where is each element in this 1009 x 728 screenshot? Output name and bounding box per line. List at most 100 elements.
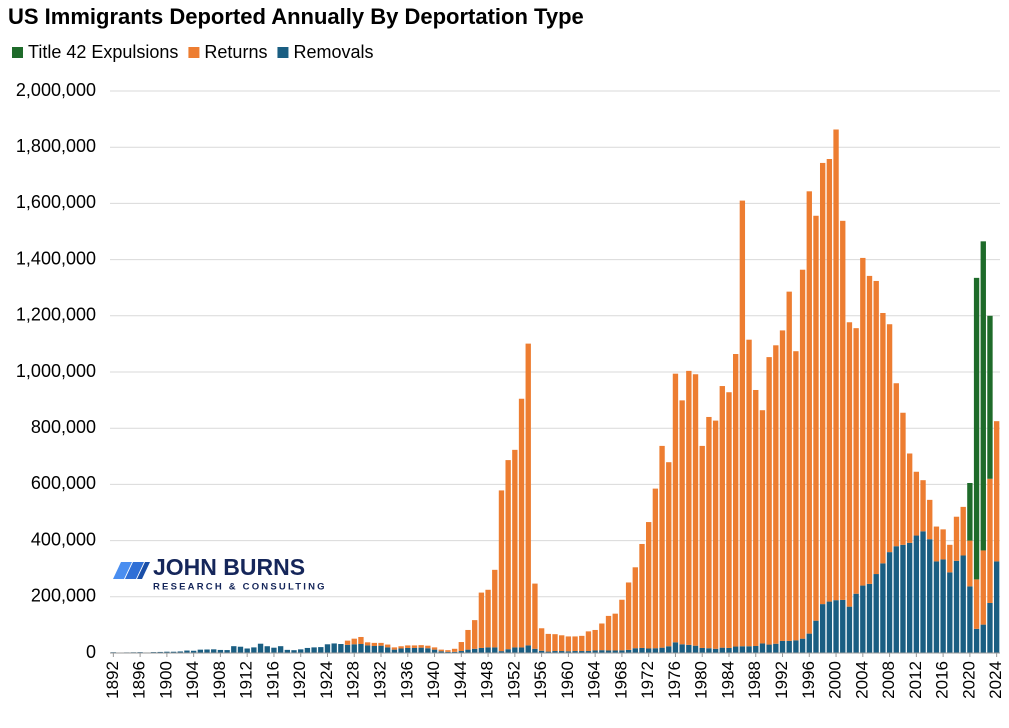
x-tick-label: 2024: [986, 661, 1005, 699]
bar-segment: [431, 647, 438, 650]
bar-segment: [773, 643, 779, 653]
bar-segment: [585, 651, 592, 653]
bar-segment: [559, 635, 565, 652]
bar-segment: [980, 241, 986, 551]
bar-segment: [532, 648, 538, 653]
bar-segment: [458, 642, 464, 652]
bar-segment: [632, 648, 638, 653]
bar-segment: [625, 649, 632, 653]
logo: JOHN BURNS RESEARCH & CONSULTING: [113, 554, 325, 593]
x-tick-label: 1980: [692, 661, 711, 699]
legend-label: Removals: [293, 42, 373, 62]
bar-segment: [545, 651, 551, 653]
bar-segment: [967, 540, 973, 587]
bar-segment: [866, 275, 873, 584]
bar-segment: [538, 628, 545, 651]
bar-segment: [873, 280, 879, 575]
bar-segment: [204, 649, 210, 653]
bar-segment: [646, 648, 652, 653]
x-tick-label: 1960: [558, 661, 577, 699]
bar-segment: [719, 386, 725, 648]
bar-segment: [900, 412, 906, 545]
bar-segment: [431, 649, 438, 653]
bar-segment: [733, 646, 739, 653]
bar-segment: [505, 649, 511, 653]
bar-segment: [277, 646, 284, 653]
bar-segment: [271, 647, 277, 653]
bar-segment: [686, 370, 692, 645]
legend-swatch: [12, 47, 23, 58]
bar-segment: [405, 645, 411, 648]
bar-segment: [666, 462, 672, 647]
x-tick-label: 1900: [156, 661, 175, 699]
x-tick-label: 1948: [478, 661, 497, 699]
bar-segment: [478, 592, 485, 648]
x-tick-label: 1988: [745, 661, 764, 699]
legend-label: Returns: [204, 42, 267, 62]
bar-segment: [378, 645, 384, 653]
bar-segment: [438, 649, 444, 652]
bar-segment: [184, 650, 190, 653]
x-tick-label: 1920: [290, 661, 309, 699]
x-tick-label: 1956: [531, 661, 550, 699]
bar-segment: [786, 640, 792, 653]
y-tick-label: 400,000: [31, 529, 96, 549]
bar-segment: [190, 650, 197, 653]
bar-segment: [712, 648, 719, 653]
bar-segment: [793, 351, 799, 641]
x-tick-label: 2016: [933, 661, 952, 699]
bar-segment: [358, 636, 364, 645]
bar-segment: [739, 646, 746, 653]
bar-segment: [853, 328, 859, 594]
bar-segment: [953, 516, 960, 561]
bar-segment: [351, 638, 357, 645]
x-tick-label: 1976: [665, 661, 684, 699]
bar-segment: [967, 586, 973, 653]
y-tick-label: 600,000: [31, 473, 96, 493]
x-tick-label: 1940: [424, 661, 443, 699]
bar-segment: [987, 315, 993, 479]
bar-segment: [217, 649, 224, 653]
bar-segment: [753, 645, 759, 653]
x-tick-label: 1916: [263, 661, 282, 699]
bar-segment: [739, 200, 746, 647]
bar-segment: [846, 322, 853, 607]
bar-segment: [385, 647, 391, 653]
bar-segment: [993, 421, 1000, 562]
bar-segment: [786, 291, 792, 641]
y-tick-label: 800,000: [31, 417, 96, 437]
x-tick-label: 2012: [906, 661, 925, 699]
bar-segment: [612, 650, 618, 653]
bar-segment: [465, 649, 471, 653]
x-tick-label: 1912: [237, 661, 256, 699]
bar-segment: [686, 644, 692, 653]
bar-segment: [906, 542, 913, 653]
bar-segment: [960, 555, 966, 653]
bar-segment: [251, 647, 257, 653]
bar-segment: [746, 646, 752, 653]
bar-segment: [237, 646, 244, 653]
bar-segment: [298, 649, 304, 653]
legend-swatch: [188, 47, 200, 58]
bar-segment: [960, 506, 966, 556]
x-tick-label: 1924: [317, 661, 336, 699]
bar-segment: [699, 445, 705, 648]
bar-segment: [545, 633, 551, 652]
bar-segment: [692, 374, 699, 646]
bar-segment: [766, 357, 772, 645]
bar-segment: [385, 644, 391, 648]
bar-segment: [947, 544, 953, 573]
bar-segment: [498, 490, 505, 652]
bar-segment: [418, 647, 424, 653]
bar-segment: [338, 644, 344, 653]
x-tick-label: 1892: [103, 661, 122, 699]
bar-segment: [358, 644, 364, 653]
bar-segment: [672, 642, 679, 653]
bar-segment: [880, 563, 886, 653]
bar-segment: [458, 651, 464, 653]
y-tick-label: 200,000: [31, 586, 96, 606]
bar-segment: [364, 642, 371, 646]
bar-segment: [177, 651, 183, 653]
bar-segment: [398, 648, 404, 653]
bar-segment: [953, 560, 960, 653]
